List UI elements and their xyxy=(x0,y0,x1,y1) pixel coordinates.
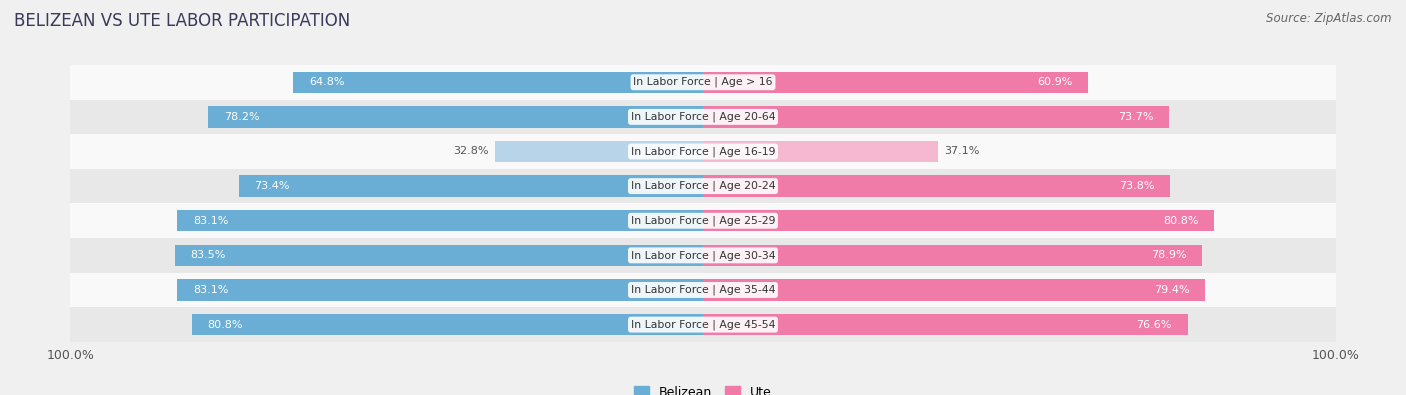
Text: Source: ZipAtlas.com: Source: ZipAtlas.com xyxy=(1267,12,1392,25)
Bar xyxy=(703,141,938,162)
Text: 32.8%: 32.8% xyxy=(454,147,489,156)
Text: In Labor Force | Age 20-64: In Labor Force | Age 20-64 xyxy=(631,112,775,122)
Text: 78.9%: 78.9% xyxy=(1150,250,1187,260)
Bar xyxy=(703,314,1188,335)
Bar xyxy=(70,134,1336,169)
Bar xyxy=(177,279,703,301)
Text: 83.1%: 83.1% xyxy=(193,285,228,295)
Bar xyxy=(292,71,703,93)
Text: In Labor Force | Age 30-34: In Labor Force | Age 30-34 xyxy=(631,250,775,261)
Bar xyxy=(239,175,703,197)
Text: In Labor Force | Age 35-44: In Labor Force | Age 35-44 xyxy=(631,285,775,295)
Bar xyxy=(70,238,1336,273)
Bar xyxy=(70,169,1336,203)
Text: 73.7%: 73.7% xyxy=(1118,112,1153,122)
Bar xyxy=(70,307,1336,342)
Bar xyxy=(70,273,1336,307)
Bar xyxy=(703,71,1088,93)
Text: 79.4%: 79.4% xyxy=(1154,285,1189,295)
Bar xyxy=(703,245,1202,266)
Text: 37.1%: 37.1% xyxy=(943,147,980,156)
Bar xyxy=(703,106,1170,128)
Text: 60.9%: 60.9% xyxy=(1038,77,1073,87)
Bar xyxy=(191,314,703,335)
Text: 73.8%: 73.8% xyxy=(1119,181,1154,191)
Text: 64.8%: 64.8% xyxy=(309,77,344,87)
Legend: Belizean, Ute: Belizean, Ute xyxy=(634,386,772,395)
Text: BELIZEAN VS UTE LABOR PARTICIPATION: BELIZEAN VS UTE LABOR PARTICIPATION xyxy=(14,12,350,30)
Text: 73.4%: 73.4% xyxy=(254,181,290,191)
Bar xyxy=(174,245,703,266)
Bar xyxy=(70,100,1336,134)
Text: In Labor Force | Age 16-19: In Labor Force | Age 16-19 xyxy=(631,146,775,157)
Text: In Labor Force | Age 20-24: In Labor Force | Age 20-24 xyxy=(631,181,775,191)
Text: 80.8%: 80.8% xyxy=(208,320,243,329)
Text: 83.5%: 83.5% xyxy=(190,250,226,260)
Bar xyxy=(703,279,1205,301)
Bar xyxy=(495,141,703,162)
Bar xyxy=(177,210,703,231)
Text: In Labor Force | Age 45-54: In Labor Force | Age 45-54 xyxy=(631,319,775,330)
Text: 76.6%: 76.6% xyxy=(1136,320,1171,329)
Bar xyxy=(70,65,1336,100)
Text: 83.1%: 83.1% xyxy=(193,216,228,226)
Bar xyxy=(208,106,703,128)
Text: 78.2%: 78.2% xyxy=(224,112,260,122)
Text: In Labor Force | Age 25-29: In Labor Force | Age 25-29 xyxy=(631,216,775,226)
Text: 80.8%: 80.8% xyxy=(1163,216,1198,226)
Text: In Labor Force | Age > 16: In Labor Force | Age > 16 xyxy=(633,77,773,88)
Bar xyxy=(703,210,1215,231)
Bar xyxy=(70,203,1336,238)
Bar xyxy=(703,175,1170,197)
